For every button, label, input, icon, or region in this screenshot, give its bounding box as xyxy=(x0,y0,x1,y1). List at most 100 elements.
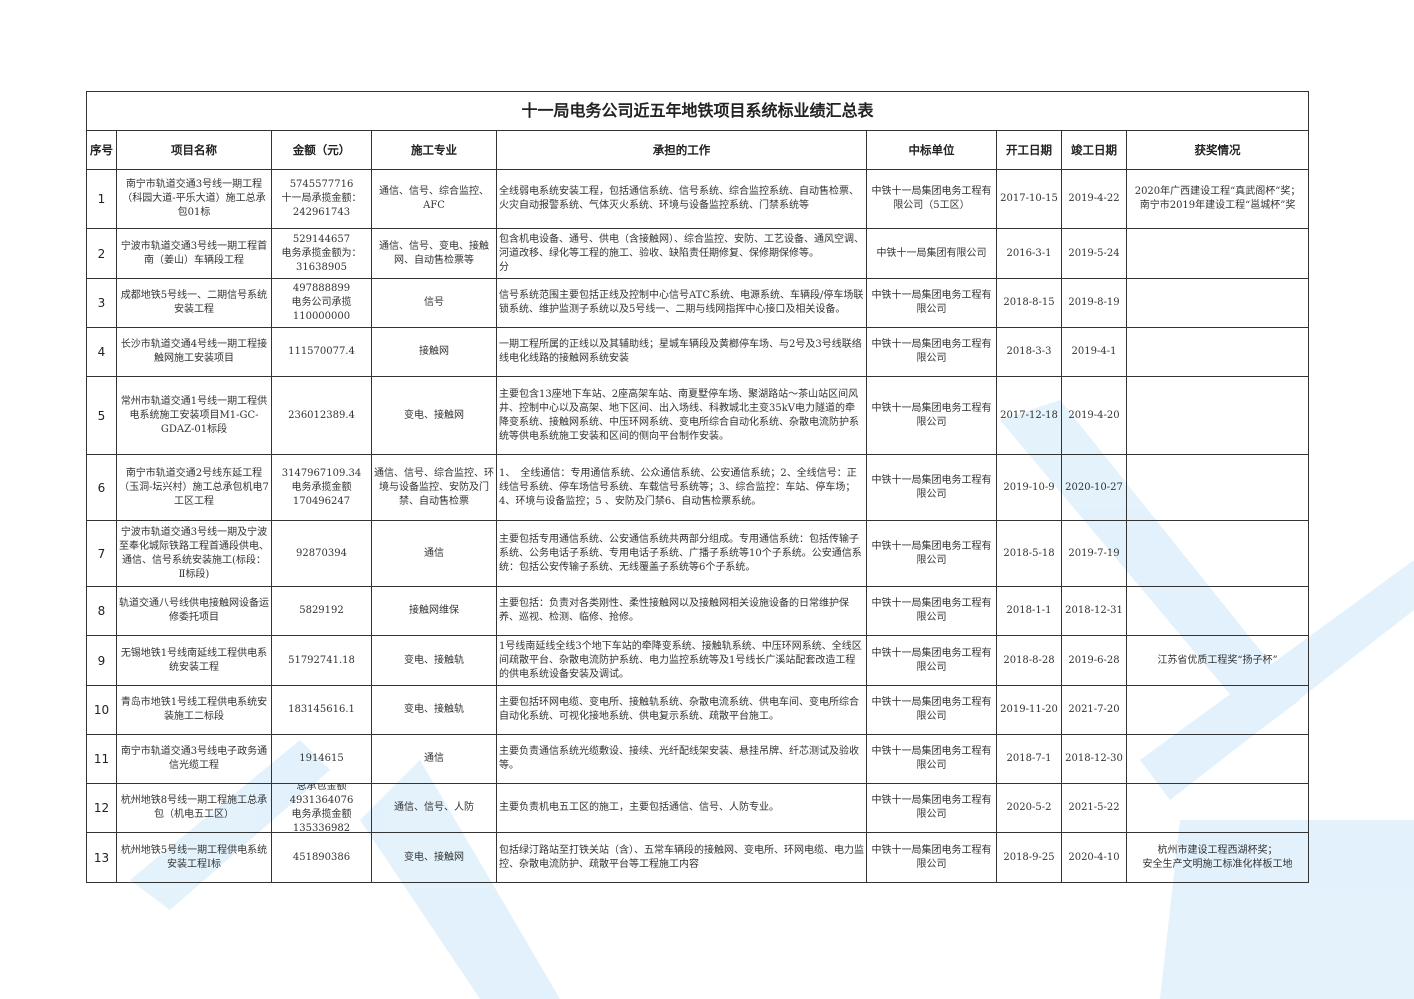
award-text xyxy=(1129,230,1306,278)
cell-end-date: 2020-10-27 xyxy=(1061,454,1127,521)
start-date-text: 2018-1-1 xyxy=(1006,605,1052,616)
table-title: 十一局电务公司近五年地铁项目系统标业绩汇总表 xyxy=(85,91,1310,131)
specialty-text: 通信 xyxy=(424,753,444,764)
cell-project-name: 杭州地铁5号线一期工程供电系统安装工程I标 xyxy=(116,832,272,883)
table-row: 4 长沙市轨道交通4号线一期工程接触网施工安装项目 111570077.4 接触网 一期… xyxy=(86,327,1310,377)
work-text: 主要包括环网电缆、变电所、接触轨系统、杂散电流系统、供电车间、变电所综合自动化系… xyxy=(499,697,859,722)
cell-project-name: 青岛市地铁1号线工程供电系统安装施工二标段 xyxy=(116,685,272,735)
cell-end-date: 2021-7-20 xyxy=(1061,685,1127,735)
cell-award: 江苏省优质工程奖“扬子杯” xyxy=(1125,635,1310,686)
cell-unit: 中铁十一局集团电务工程有限公司 xyxy=(866,635,997,686)
end-date-text: 2020-10-27 xyxy=(1065,481,1123,493)
table-row: 10 青岛市地铁1号线工程供电系统安装施工二标段 183145616.1 变电、接触轨… xyxy=(86,685,1310,735)
start-date-text: 2018-9-25 xyxy=(1003,851,1055,863)
no-text: 10 xyxy=(93,703,110,717)
specialty-text: 通信、信号、人防 xyxy=(394,802,474,813)
cell-no: 1 xyxy=(86,169,117,229)
cell-project-name: 宁波市轨道交通3号线一期及宁波至奉化城际铁路工程首通段供电、通信、信号系统安装施… xyxy=(116,520,272,587)
cell-start-date: 2020-5-2 xyxy=(996,783,1062,833)
cell-award xyxy=(1125,327,1310,377)
project-name-text: 常州市轨道交通1号线一期工程供电系统施工安装项目M1-GC-GDAZ-01标段 xyxy=(120,395,268,435)
cell-end-date: 2019-5-24 xyxy=(1061,228,1127,279)
project-name-text: 宁波市轨道交通3号线一期工程首南（姜山）车辆段工程 xyxy=(120,240,268,266)
cell-specialty: 变电、接触网 xyxy=(371,376,497,455)
project-name-text: 杭州地铁8号线一期工程施工总承包（机电五工区） xyxy=(120,795,268,820)
project-name-text: 南宁市轨道交通3号线电子政务通信光缆工程 xyxy=(120,746,268,771)
cell-specialty: 变电、接触网 xyxy=(371,832,497,883)
unit-text: 中铁十一局集团电务工程有限公司 xyxy=(871,339,992,364)
no-text: 6 xyxy=(97,480,106,495)
cell-award xyxy=(1125,228,1310,279)
cell-no: 4 xyxy=(86,327,117,377)
end-date-text: 2019-8-19 xyxy=(1068,297,1120,308)
cell-award xyxy=(1125,586,1310,636)
project-name-text: 轨道交通八号线供电接触网设备运修委托项目 xyxy=(119,598,269,623)
cell-award: 杭州市建设工程西湖杯奖； 安全生产文明施工标准化样板工地 xyxy=(1125,832,1310,883)
cell-work: 主要包含13座地下车站、2座高架车站、南夏墅停车场、聚湖路站～茶山站区间风井、控… xyxy=(496,376,867,455)
cell-unit: 中铁十一局集团电务工程有限公司 xyxy=(866,278,997,328)
unit-text: 中铁十一局集团电务工程有限公司 xyxy=(871,697,992,722)
cell-amount: 236012389.4 xyxy=(271,376,372,455)
start-date-text: 2020-5-2 xyxy=(1006,802,1052,813)
award-text xyxy=(1129,329,1306,376)
cell-award xyxy=(1125,685,1310,735)
end-date-text: 2018-12-31 xyxy=(1065,605,1123,616)
project-name-text: 杭州地铁5号线一期工程供电系统安装工程I标 xyxy=(120,844,268,870)
table-row: 11 南宁市轨道交通3号线电子政务通信光缆工程 1914615 通信 主要负责通信系统光… xyxy=(86,734,1310,784)
cell-amount: 497888899 电务公司承揽 110000000 xyxy=(271,278,372,328)
work-text: 1号线南延线全线3个地下车站的牵降变系统、接触轨系统、中压环网系统、全线区间疏散… xyxy=(499,640,862,680)
header-award: 获奖情况 xyxy=(1125,130,1310,170)
unit-text: 中铁十一局集团电务工程有限公司 xyxy=(871,290,992,315)
work-text: 主要负责通信系统光缆敷设、接续、光纤配线架安装、悬挂吊牌、纤芯测试及验收等。 xyxy=(499,746,859,771)
specialty-text: 变电、接触网 xyxy=(404,409,464,421)
unit-text: 中铁十一局集团电务工程有限公司 xyxy=(871,844,992,870)
cell-start-date: 2018-9-25 xyxy=(996,832,1062,883)
cell-project-name: 常州市轨道交通1号线一期工程供电系统施工安装项目M1-GC-GDAZ-01标段 xyxy=(116,376,272,455)
unit-text: 中铁十一局集团电务工程有限公司 xyxy=(871,598,992,623)
cell-unit: 中铁十一局集团电务工程有限公司（5工区） xyxy=(866,169,997,229)
cell-start-date: 2017-12-18 xyxy=(996,376,1062,455)
cell-end-date: 2019-8-19 xyxy=(1061,278,1127,328)
cell-specialty: 通信 xyxy=(371,734,497,784)
specialty-text: 通信 xyxy=(424,547,444,559)
cell-specialty: 接触网 xyxy=(371,327,497,377)
unit-text: 中铁十一局集团电务工程有限公司 xyxy=(871,795,992,820)
amount-text: 51792741.18 xyxy=(288,654,355,666)
table-row: 12 杭州地铁8号线一期工程施工总承包（机电五工区） 总承包金额 493136407… xyxy=(86,783,1310,833)
header-no: 序号 xyxy=(86,130,117,170)
work-text: 1、 全线通信：专用通信系统、公众通信系统、公安通信系统；2、全线信号：正线信号… xyxy=(499,467,857,507)
cell-start-date: 2018-3-3 xyxy=(996,327,1062,377)
cell-work: 主要包括环网电缆、变电所、接触轨系统、杂散电流系统、供电车间、变电所综合自动化系… xyxy=(496,685,867,735)
start-date-text: 2017-10-15 xyxy=(1000,193,1058,204)
start-date-text: 2018-3-3 xyxy=(1006,346,1052,357)
no-text: 5 xyxy=(97,408,106,423)
award-text xyxy=(1129,785,1306,832)
unit-text: 中铁十一局集团电务工程有限公司 xyxy=(871,540,992,566)
cell-unit: 中铁十一局集团电务工程有限公司 xyxy=(866,376,997,455)
header-start-date: 开工日期 xyxy=(996,130,1062,170)
start-date-text: 2018-8-28 xyxy=(1003,654,1055,666)
unit-text: 中铁十一局集团电务工程有限公司 xyxy=(871,474,992,500)
cell-specialty: 变电、接触轨 xyxy=(371,685,497,735)
cell-amount: 451890386 xyxy=(271,832,372,883)
cell-award xyxy=(1125,376,1310,455)
amount-text: 3147967109.34 电务承揽金额 170496247 xyxy=(281,467,362,507)
cell-unit: 中铁十一局集团电务工程有限公司 xyxy=(866,734,997,784)
specialty-text: 信号 xyxy=(424,297,444,308)
cell-no: 11 xyxy=(86,734,117,784)
cell-start-date: 2019-10-9 xyxy=(996,454,1062,521)
cell-amount: 92870394 xyxy=(271,520,372,587)
no-text: 11 xyxy=(93,752,110,766)
cell-work: 包含机电设备、通号、供电（含接触网）、综合监控、安防、工艺设备、通风空调、河道改… xyxy=(496,228,867,279)
cell-work: 包括绿汀路站至打铁关站（含）、五常车辆段的接触网、变电所、环网电缆、电力监控、杂… xyxy=(496,832,867,883)
cell-project-name: 南宁市轨道交通3号线一期工程（科园大道-平乐大道）施工总承包01标 xyxy=(116,169,272,229)
cell-unit: 中铁十一局集团电务工程有限公司 xyxy=(866,327,997,377)
cell-work: 全线弱电系统安装工程，包括通信系统、信号系统、综合监控系统、自动售检票、火灾自动… xyxy=(496,169,867,229)
no-text: 2 xyxy=(97,246,106,261)
table-row: 13 杭州地铁5号线一期工程供电系统安装工程I标 451890386 变电、接触网 包括… xyxy=(86,832,1310,883)
cell-work: 主要包括专用通信系统、公安通信系统共两部分组成。专用通信系统：包括传输子系统、公… xyxy=(496,520,867,587)
table-row: 5 常州市轨道交通1号线一期工程供电系统施工安装项目M1-GC-GDAZ-01标段… xyxy=(86,376,1310,455)
cell-work: 主要负责通信系统光缆敷设、接续、光纤配线架安装、悬挂吊牌、纤芯测试及验收等。 xyxy=(496,734,867,784)
work-text: 主要负责机电五工区的施工，主要包括通信、信号、人防专业。 xyxy=(499,802,779,813)
cell-start-date: 2017-10-15 xyxy=(996,169,1062,229)
